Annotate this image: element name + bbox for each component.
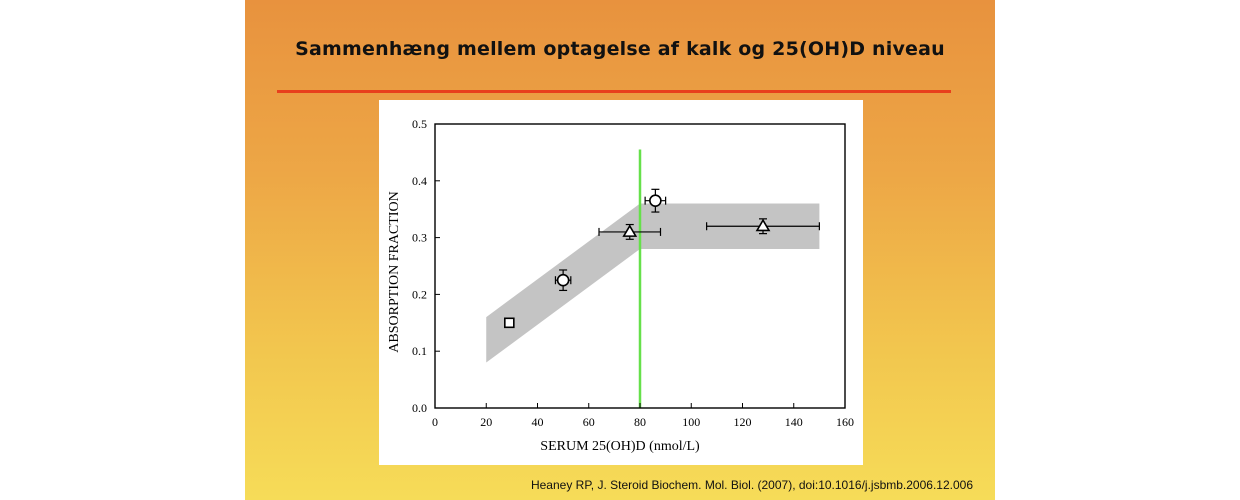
- x-axis-label: SERUM 25(OH)D (nmol/L): [540, 439, 700, 454]
- x-tick-label: 60: [583, 415, 595, 429]
- x-tick-label: 140: [785, 415, 803, 429]
- citation: Heaney RP, J. Steroid Biochem. Mol. Biol…: [530, 478, 973, 492]
- y-tick-label: 0.5: [412, 117, 427, 131]
- x-tick-label: 120: [734, 415, 752, 429]
- y-axis-label: ABSORPTION FRACTION: [387, 191, 402, 352]
- chart-panel: 0 20 40 60 80 100 120 140 160 0.0 0.1 0.2 0.3 0.4 0.5 S…: [379, 100, 863, 465]
- x-tick-label: 160: [836, 415, 854, 429]
- circle-marker: [649, 194, 662, 207]
- slide: Sammenhæng mellem optagelse af kalk og 2…: [245, 0, 995, 500]
- data-point-5: [706, 218, 820, 235]
- x-tick-label: 40: [532, 415, 544, 429]
- x-tick-label: 100: [682, 415, 700, 429]
- y-tick-label: 0.3: [412, 231, 427, 245]
- x-tick-label: 80: [634, 415, 646, 429]
- x-tick-label: 0: [432, 415, 438, 429]
- title-rule: [277, 90, 951, 93]
- y-tick-label: 0.0: [412, 401, 427, 415]
- data-point-4: [644, 188, 667, 213]
- range-band: [486, 203, 820, 363]
- triangle-marker: [755, 218, 771, 232]
- square-marker: [504, 317, 515, 329]
- y-tick-label: 0.2: [412, 287, 427, 301]
- data-point-2: [554, 269, 572, 292]
- triangle-marker: [622, 224, 638, 237]
- y-tick-label: 0.4: [412, 174, 427, 188]
- slide-title: Sammenhæng mellem optagelse af kalk og 2…: [295, 38, 945, 60]
- x-tick-label: 20: [480, 415, 492, 429]
- data-point-3: [598, 223, 662, 240]
- data-point-1: [504, 317, 515, 329]
- y-tick-label: 0.1: [412, 344, 427, 358]
- absorption-chart: 0 20 40 60 80 100 120 140 160 0.0 0.1 0.2 0.3 0.4 0.5 S…: [387, 117, 854, 454]
- circle-marker: [556, 273, 570, 287]
